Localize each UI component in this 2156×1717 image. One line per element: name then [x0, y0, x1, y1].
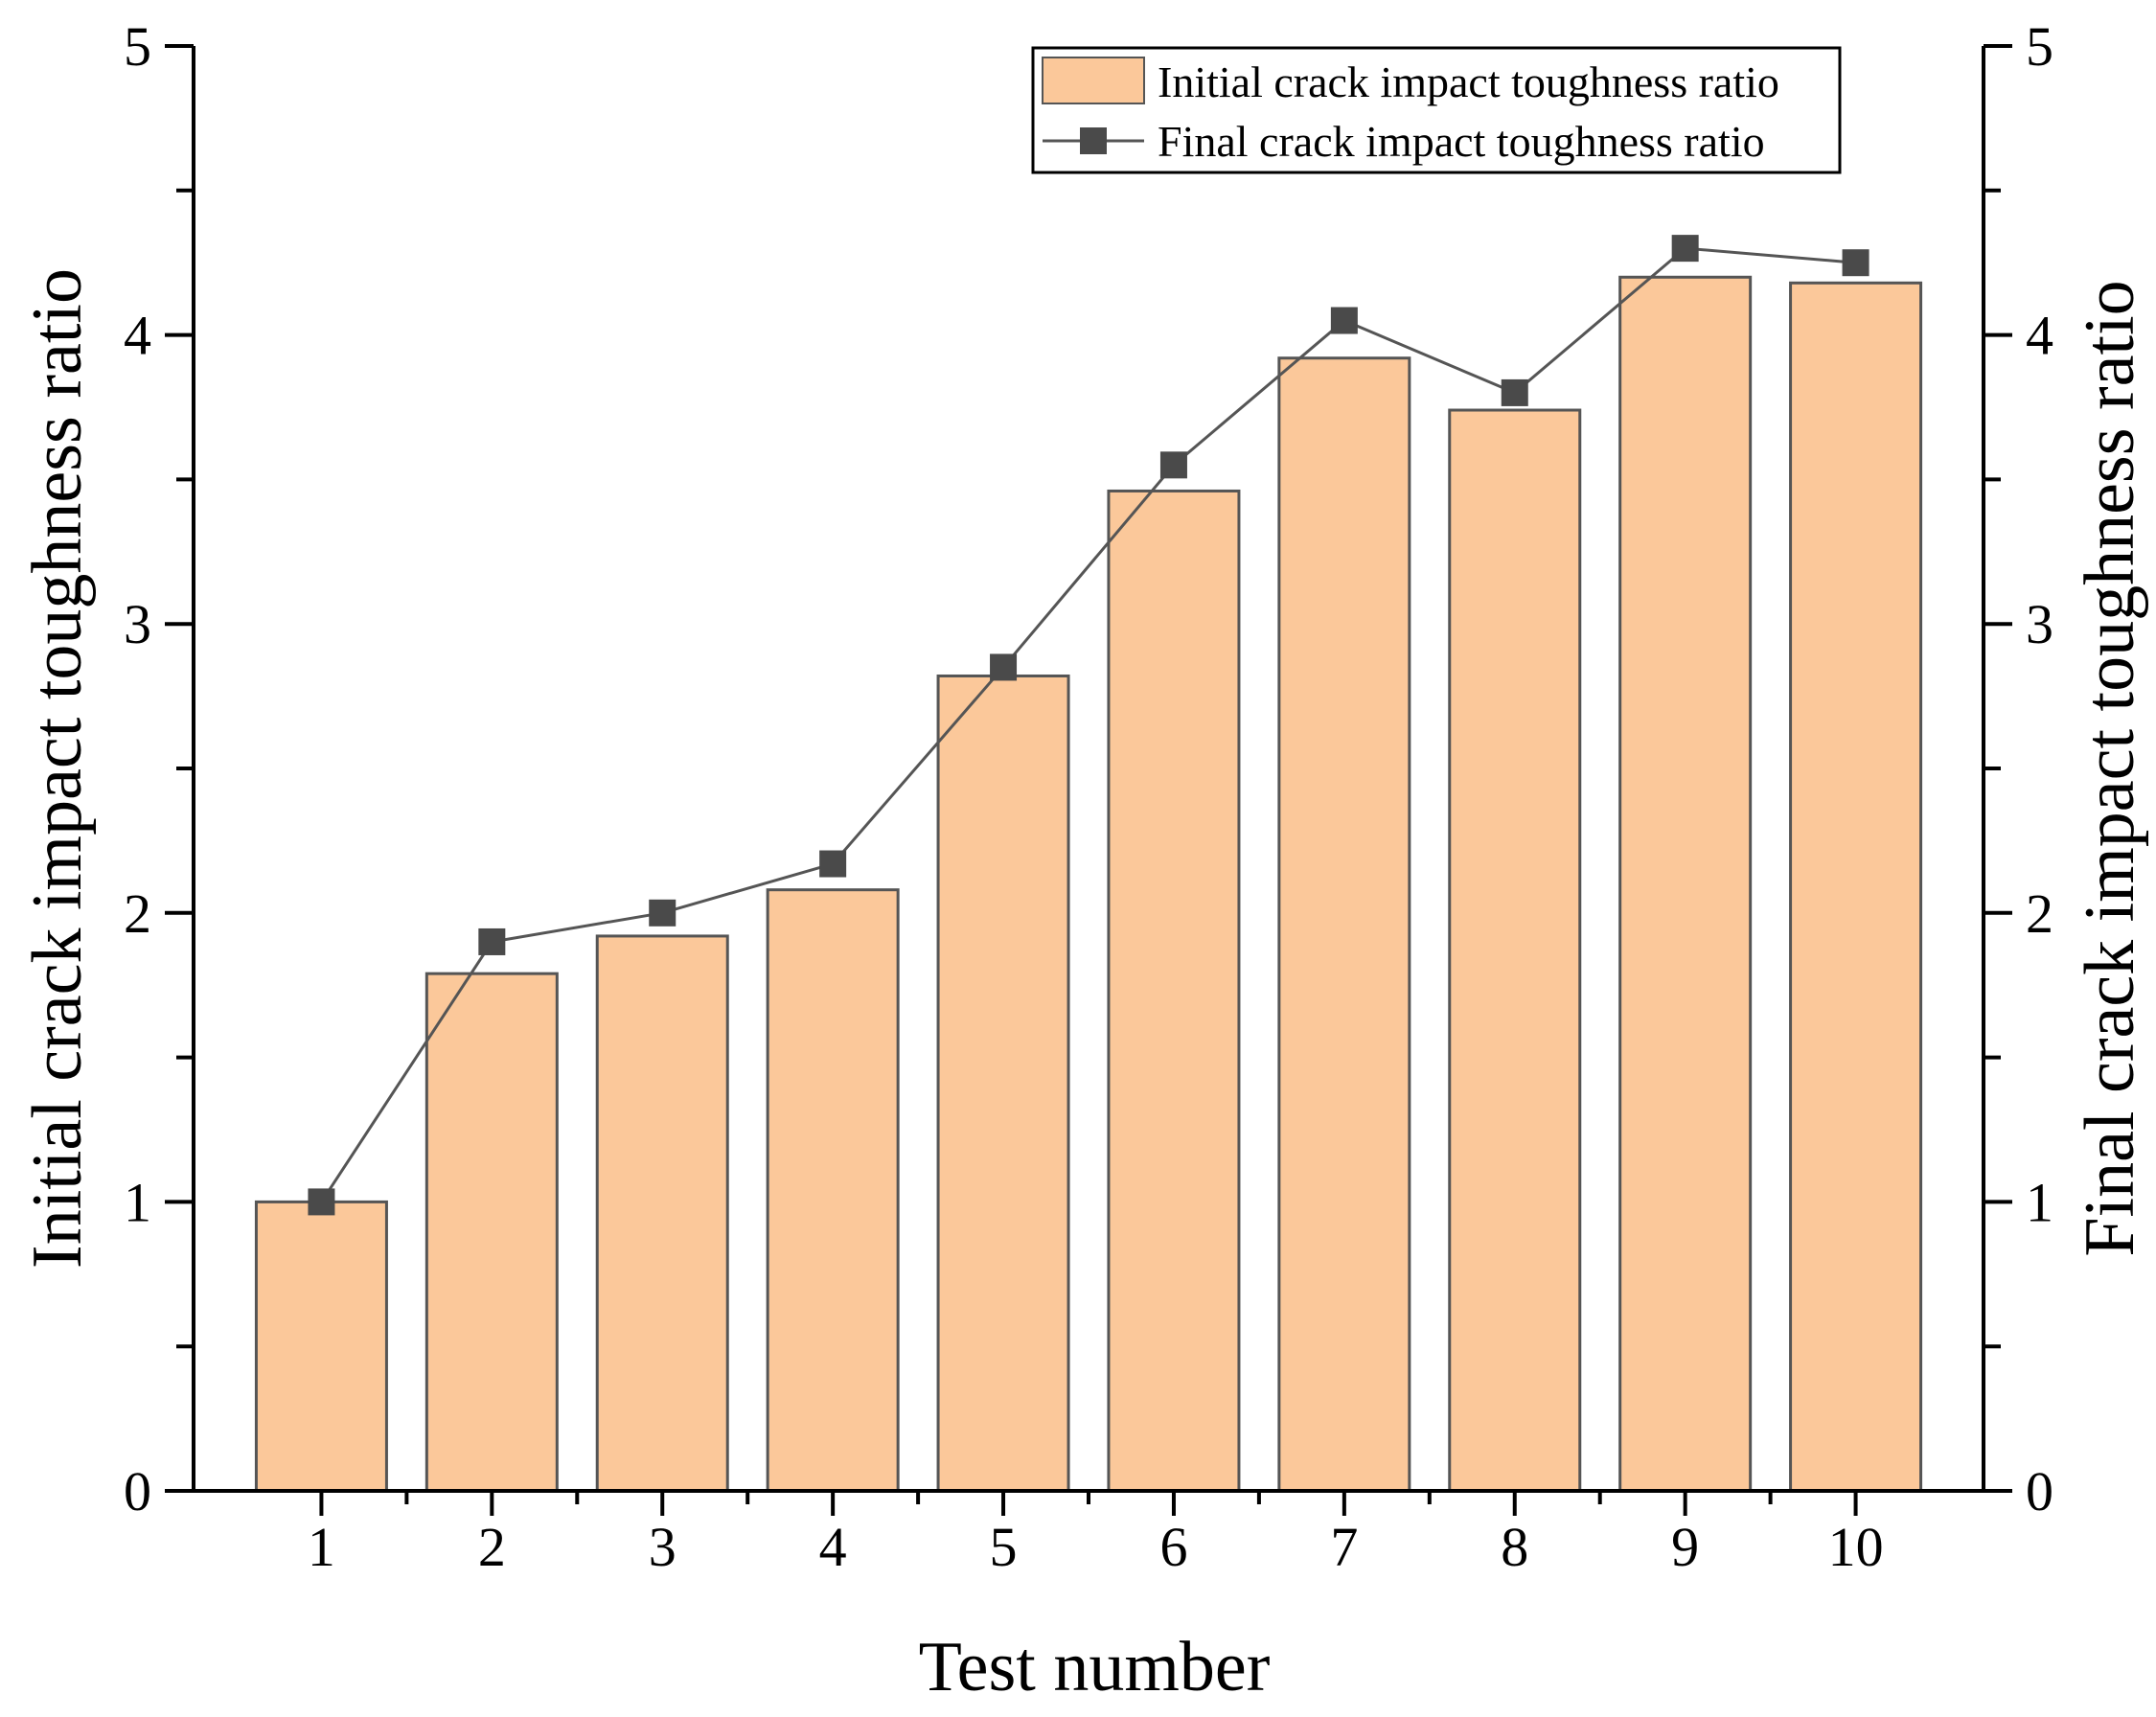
final-ratio-marker-5	[990, 653, 1018, 681]
final-ratio-marker-6	[1159, 451, 1187, 479]
legend-marker-swatch	[1080, 127, 1107, 154]
bar-test-6	[1107, 489, 1241, 1493]
y-tick-label-right: 0	[2026, 1460, 2053, 1522]
x-tick-label: 9	[1671, 1516, 1699, 1578]
bar-test-8	[1448, 408, 1582, 1493]
final-ratio-marker-10	[1842, 249, 1869, 277]
line-layer	[308, 235, 1869, 1216]
final-ratio-marker-3	[649, 899, 677, 927]
x-tick-label: 2	[478, 1516, 506, 1578]
y-tick-label-left: 0	[124, 1460, 151, 1522]
bar-test-2	[424, 972, 559, 1493]
bar-test-3	[595, 934, 729, 1493]
legend-bar-swatch	[1042, 57, 1145, 104]
legend: Initial crack impact toughness ratio Fin…	[1031, 46, 1842, 174]
bars-layer	[254, 275, 1923, 1493]
y-tick-label-right: 2	[2026, 882, 2053, 945]
bar-test-5	[936, 674, 1070, 1493]
y-tick-label-left: 1	[124, 1171, 151, 1233]
x-tick-label: 1	[308, 1516, 335, 1578]
y-axis-title-left: Initial crack impact toughness ratio	[18, 268, 97, 1269]
y-tick-label-left: 4	[124, 305, 151, 367]
ticks-layer: 0 0 1 1 2 2 3 3 4 4 5 5 1 2 3 4 5 6 7 8 9 10	[124, 15, 2053, 1578]
x-tick-label: 8	[1501, 1516, 1528, 1578]
legend-box	[1031, 46, 1842, 174]
y-tick-label-left: 2	[124, 882, 151, 945]
x-tick-label: 7	[1330, 1516, 1358, 1578]
y-tick-label-left: 5	[124, 15, 151, 78]
bar-test-4	[766, 888, 900, 1493]
final-ratio-marker-9	[1671, 235, 1699, 263]
y-tick-label-left: 3	[124, 593, 151, 655]
x-axis-title: Test number	[919, 1628, 1271, 1706]
final-ratio-marker-7	[1330, 307, 1358, 334]
legend-label-final: Final crack impact toughness ratio	[1158, 117, 1765, 166]
final-ratio-marker-2	[478, 927, 506, 955]
final-ratio-marker-1	[308, 1188, 335, 1216]
x-tick-label: 4	[819, 1516, 847, 1578]
bar-test-9	[1618, 275, 1753, 1493]
x-tick-label: 5	[990, 1516, 1018, 1578]
final-ratio-marker-8	[1501, 378, 1528, 406]
legend-label-initial: Initial crack impact toughness ratio	[1158, 57, 1779, 106]
y-tick-label-right: 5	[2026, 15, 2053, 78]
y-tick-label-right: 4	[2026, 305, 2053, 367]
bar-test-7	[1277, 356, 1411, 1493]
final-ratio-line	[320, 246, 1856, 1203]
y-axis-title-right: Final crack impact toughness ratio	[2071, 280, 2149, 1256]
x-tick-label: 6	[1159, 1516, 1187, 1578]
y-tick-label-right: 3	[2026, 593, 2053, 655]
x-tick-label: 10	[1828, 1516, 1884, 1578]
bar-test-10	[1789, 281, 1923, 1493]
y-tick-label-right: 1	[2026, 1171, 2053, 1233]
bar-test-1	[254, 1200, 388, 1493]
x-tick-label: 3	[649, 1516, 677, 1578]
final-ratio-marker-4	[819, 850, 847, 878]
